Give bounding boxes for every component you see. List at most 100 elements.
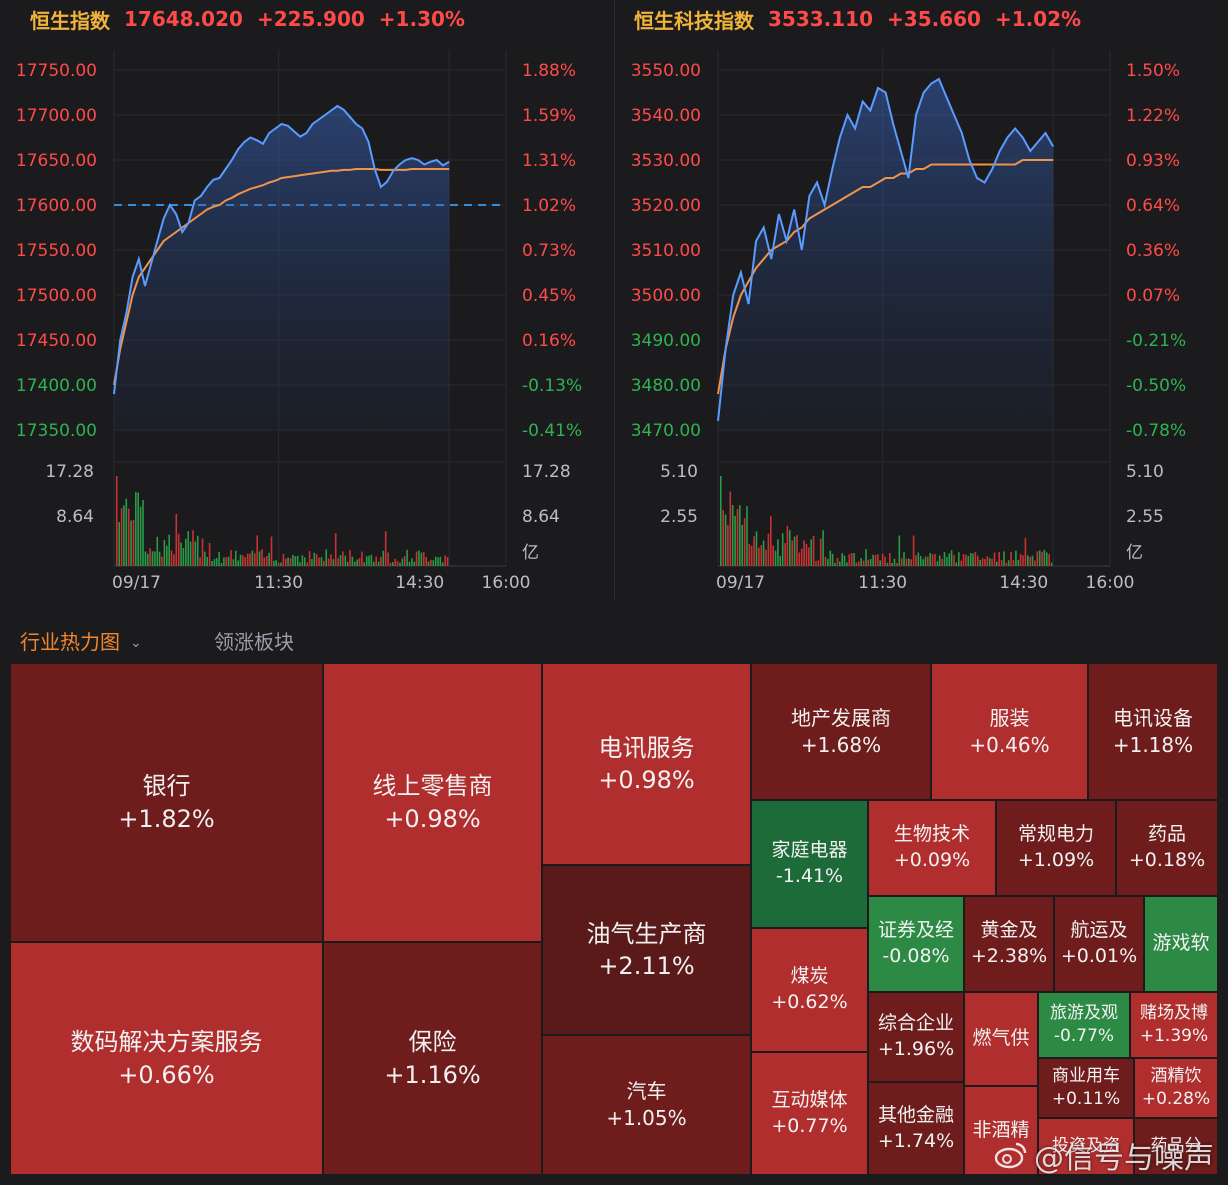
heatmap-tile[interactable]: 非酒精 [964, 1086, 1038, 1175]
heatmap-tile[interactable]: 家庭电器 -1.41% [751, 800, 868, 928]
hstech-volume-bar [953, 555, 955, 566]
heatmap-tile[interactable]: 商业用车 +0.11% [1038, 1058, 1134, 1118]
heatmap-tile[interactable]: 常规电力 +1.09% [996, 800, 1116, 896]
hsi-price-tick-label: 17700.00 [16, 106, 97, 126]
heatmap-tile-name: 其他金融 [877, 1103, 954, 1126]
hstech-volume-bar [938, 555, 941, 566]
hsi-volume-bar [196, 535, 199, 566]
intraday-charts[interactable]: 17750.00 17700.00 17650.00 17600.00 17550.00… [0, 0, 1228, 600]
hsi-volume-bar [201, 538, 204, 566]
hsi-volume-bar [275, 560, 277, 566]
tab-industry-heatmap[interactable]: 行业热力图 ⌄ [20, 626, 142, 655]
hstech-volume-bar [955, 562, 958, 566]
hsi-volume-bar [187, 531, 189, 566]
hsi-pct-tick-label: 1.88% [522, 61, 576, 81]
hsi-volume-bar [270, 536, 273, 566]
hsi-price-tick-label: 17400.00 [16, 376, 97, 396]
hsi-volume-bar [358, 558, 361, 566]
hstech-volume-bar [1036, 551, 1039, 566]
heatmap-tile[interactable]: 煤炭 +0.62% [751, 928, 868, 1052]
hsi-volume-bar [230, 550, 232, 566]
hstech-volume-bar [743, 518, 746, 566]
hstech-volume-bar [1010, 552, 1012, 566]
heatmap-tile-name: 生物技术 [893, 823, 970, 846]
heatmap-tile[interactable]: 证券及经 -0.08% [868, 896, 964, 992]
hsi-volume-bar [437, 557, 439, 566]
hsi-volume-bar [370, 554, 373, 566]
hstech-volume-bar [900, 558, 903, 566]
hstech-name[interactable]: 恒生科技指数 [634, 8, 754, 33]
hsi-volume-bar [434, 556, 437, 566]
hstech-volume-bar [760, 545, 763, 566]
hstech-volume-bar [1024, 537, 1027, 566]
heatmap-tile[interactable]: 燃气供 [964, 992, 1038, 1086]
heatmap-tile[interactable]: 服装 +0.46% [931, 663, 1088, 800]
hstech-pct-tick-label: 0.93% [1126, 151, 1180, 171]
heatmap-tile[interactable]: 旅游及观 -0.77% [1038, 992, 1130, 1058]
hsi-pct-tick-label: -0.41% [522, 421, 582, 441]
hsi-volume-bar [204, 551, 206, 566]
heatmap-tile[interactable]: 投资及资 [1038, 1118, 1134, 1175]
heatmap-tile[interactable]: 生物技术 +0.09% [868, 800, 996, 896]
hsi-volume-bar [192, 530, 194, 566]
heatmap-tile[interactable]: 线上零售商 +0.98% [323, 663, 542, 942]
heatmap-tile[interactable]: 游戏软 [1144, 896, 1218, 992]
heatmap-tile[interactable]: 地产发展商 +1.68% [751, 663, 931, 800]
hstech-volume-tick-label: 2.55 [1126, 507, 1164, 527]
hstech-volume-tick-label: 5.10 [660, 462, 698, 482]
hstech-last: 3533.110 [768, 7, 874, 31]
hstech-volume-bar [934, 554, 936, 566]
hsi-price-tick-label: 17350.00 [16, 421, 97, 441]
hstech-volume-bar [943, 552, 946, 566]
heatmap-tile-name: 燃气供 [972, 1027, 1030, 1050]
hstech-price-tick-label: 3520.00 [631, 196, 701, 216]
heatmap-tile-name: 黄金及 [980, 919, 1038, 942]
hstech-volume-bar [872, 554, 874, 566]
hstech-volume-bar [979, 560, 981, 566]
hsi-volume-bar [365, 556, 368, 566]
hsi-name[interactable]: 恒生指数 [30, 8, 110, 33]
hsi-price-area [114, 106, 450, 430]
hstech-volume-bar [881, 553, 884, 566]
heatmap-tile[interactable]: 银行 +1.82% [10, 663, 323, 942]
hstech-volume-bar [924, 556, 927, 566]
hstech-volume-bar [977, 555, 979, 566]
hsi-volume-bar [327, 558, 330, 566]
hstech-volume-unit-label: 亿 [1126, 543, 1143, 563]
hstech-volume-bar [836, 558, 839, 566]
hsi-volume-bar [173, 554, 175, 566]
heatmap-tile-pct: +1.68% [800, 732, 882, 757]
hstech-volume-bar [867, 559, 870, 566]
heatmap-tile[interactable]: 保险 +1.16% [323, 942, 542, 1175]
hsi-volume-bar [142, 500, 144, 566]
hstech-volume-bar [927, 556, 929, 566]
hsi-volume-bar [294, 556, 297, 566]
hstech-volume-bar [969, 553, 972, 566]
heatmap-tile-pct: -0.08% [882, 945, 950, 967]
hstech-volume-bar [884, 556, 886, 566]
heatmap-tile[interactable]: 电讯设备 +1.18% [1088, 663, 1218, 800]
hsi-volume-bar [156, 536, 159, 566]
heatmap-tile[interactable]: 电讯服务 +0.98% [542, 663, 751, 865]
heatmap-tile[interactable]: 黄金及 +2.38% [964, 896, 1054, 992]
heatmap-tile[interactable]: 综合企业 +1.96% [868, 992, 964, 1082]
tab-leading-sectors[interactable]: 领涨板块 [214, 630, 294, 654]
heatmap-tile-pct: +0.62% [771, 991, 848, 1013]
heatmap-tile-pct: +1.82% [118, 804, 215, 833]
heatmap-tile[interactable]: 油气生产商 +2.11% [542, 865, 751, 1035]
hsi-volume-bar [194, 541, 197, 566]
heatmap-tile[interactable]: 其他金融 +1.74% [868, 1082, 964, 1175]
hstech-pct-tick-label: -0.50% [1126, 376, 1186, 396]
hsi-time-tick-label: 11:30 [254, 573, 303, 593]
heatmap-tile[interactable]: 药品 +0.18% [1116, 800, 1218, 896]
heatmap-tile[interactable]: 赌场及博 +1.39% [1130, 992, 1218, 1058]
heatmap-tile[interactable]: 数码解决方案服务 +0.66% [10, 942, 323, 1175]
heatmap-tile[interactable]: 药品分 [1134, 1118, 1218, 1175]
hstech-header: 恒生科技指数 3533.110 +35.660 +1.02% [634, 4, 1081, 34]
heatmap-tile[interactable]: 互动媒体 +0.77% [751, 1052, 868, 1175]
heatmap-tile[interactable]: 汽车 +1.05% [542, 1035, 751, 1175]
heatmap-tile[interactable]: 航运及 +0.01% [1054, 896, 1144, 992]
hstech-volume-bar [824, 557, 827, 566]
hsi-price-tick-label: 17650.00 [16, 151, 97, 171]
heatmap-tile[interactable]: 酒精饮 +0.28% [1134, 1058, 1218, 1118]
